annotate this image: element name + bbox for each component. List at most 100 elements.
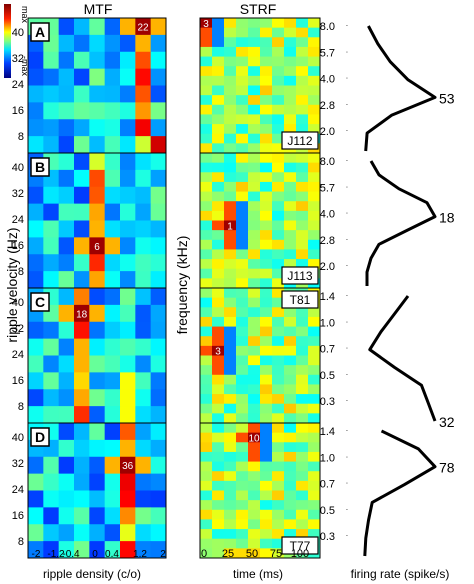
mtf-cell <box>74 102 90 120</box>
strf-cell <box>272 153 285 164</box>
mtf-cell <box>58 271 75 289</box>
mtf-cell <box>28 524 44 542</box>
strf-cell <box>272 133 285 144</box>
strf-cell <box>200 162 213 173</box>
strf-cell <box>224 403 237 414</box>
strf-cell <box>308 442 321 453</box>
strf-cell <box>200 66 213 77</box>
mtf-cell <box>58 389 75 407</box>
strf-cell <box>284 124 297 135</box>
mtf-cell <box>104 338 121 356</box>
strf-cell <box>212 124 225 135</box>
mtf-y-tick: 16 <box>12 375 24 387</box>
strf-cell <box>284 500 297 511</box>
strf-cell <box>224 538 237 549</box>
strf-cell <box>296 394 309 405</box>
strf-cell <box>224 355 237 366</box>
mtf-cell <box>43 186 60 205</box>
mtf-cell <box>104 304 121 323</box>
strf-cell <box>212 220 225 231</box>
mtf-cell <box>150 136 167 154</box>
strf-cell <box>296 432 309 443</box>
strf-cell <box>272 75 285 86</box>
strf-cell <box>308 471 321 482</box>
strf-cell <box>236 191 249 202</box>
strf-cell <box>200 432 213 443</box>
strf-cell <box>212 403 225 414</box>
mtf-x-tick: 0 <box>92 549 98 560</box>
mtf-cell <box>74 456 90 475</box>
strf-cell <box>224 461 237 472</box>
mtf-cell <box>104 406 121 424</box>
strf-cell <box>284 442 297 453</box>
strf-cell <box>248 471 261 482</box>
strf-cell <box>308 384 321 395</box>
strf-x-tick: 25 <box>222 548 234 560</box>
mtf-cell <box>28 389 44 407</box>
strf-cell <box>272 162 285 173</box>
strf-cell <box>260 249 273 260</box>
strf-cell <box>284 384 297 395</box>
strf-cell <box>284 85 297 96</box>
strf-cell <box>224 95 237 106</box>
strf-cell <box>296 365 309 376</box>
strf-cell <box>236 307 249 318</box>
strf-cell <box>248 201 261 212</box>
mtf-cell <box>89 34 106 53</box>
tick-dot: · <box>346 47 349 56</box>
mtf-cell <box>89 372 106 390</box>
mtf-peak-label: 22 <box>137 22 149 33</box>
strf-cell <box>212 66 225 77</box>
tick-dot: · <box>346 396 349 405</box>
mtf-cell <box>104 423 121 441</box>
mtf-cell <box>43 389 60 407</box>
mtf-y-tick: 8 <box>18 536 24 548</box>
mtf-cell <box>150 321 167 340</box>
strf-cell <box>284 201 297 212</box>
strf-cell <box>296 66 309 77</box>
mtf-cell <box>43 237 60 255</box>
mtf-cell <box>104 34 121 53</box>
strf-cell <box>224 374 237 385</box>
strf-cell <box>224 297 237 308</box>
strf-cell <box>272 500 285 511</box>
mtf-cell <box>120 372 136 390</box>
strf-cell <box>212 210 225 221</box>
strf-cell <box>224 394 237 405</box>
strf-cell <box>248 307 261 318</box>
mtf-cell <box>120 136 136 154</box>
strf-cell <box>224 85 237 96</box>
strf-cell <box>308 336 321 347</box>
mtf-y-tick: 24 <box>12 349 24 361</box>
mtf-cell <box>120 169 136 188</box>
panel-c: 18 C 40 32 24 16 8 3 T81 1.4 · 1.0 · 0.7 · 0.5 · 0.3 · 32 <box>12 287 455 430</box>
strf-cell <box>272 56 285 67</box>
mtf-cell <box>135 136 152 154</box>
mtf-cell <box>89 102 106 120</box>
strf-cell <box>224 432 237 443</box>
strf-cell <box>236 278 249 289</box>
strf-cell <box>284 220 297 231</box>
strf-cell <box>236 66 249 77</box>
strf-cell <box>236 201 249 212</box>
mtf-cell <box>150 389 167 407</box>
strf-cell <box>248 316 261 328</box>
strf-cell <box>212 288 225 299</box>
mtf-cell <box>120 203 136 221</box>
strf-cell <box>248 220 261 231</box>
strf-cell <box>212 46 225 58</box>
strf-cell <box>260 143 273 154</box>
strf-cell <box>260 220 273 231</box>
strf-cell <box>284 336 297 347</box>
mtf-cell <box>58 102 75 120</box>
strf-cell <box>284 230 297 241</box>
mtf-y-tick: 40 <box>12 27 24 39</box>
tick-dot: · <box>346 426 349 435</box>
strf-cell <box>308 239 321 250</box>
strf-cell <box>260 336 273 347</box>
mtf-cell <box>135 524 152 542</box>
mtf-cell <box>120 220 136 238</box>
strf-cell <box>212 75 225 86</box>
strf-cell <box>236 133 249 144</box>
mtf-cell <box>104 186 121 205</box>
